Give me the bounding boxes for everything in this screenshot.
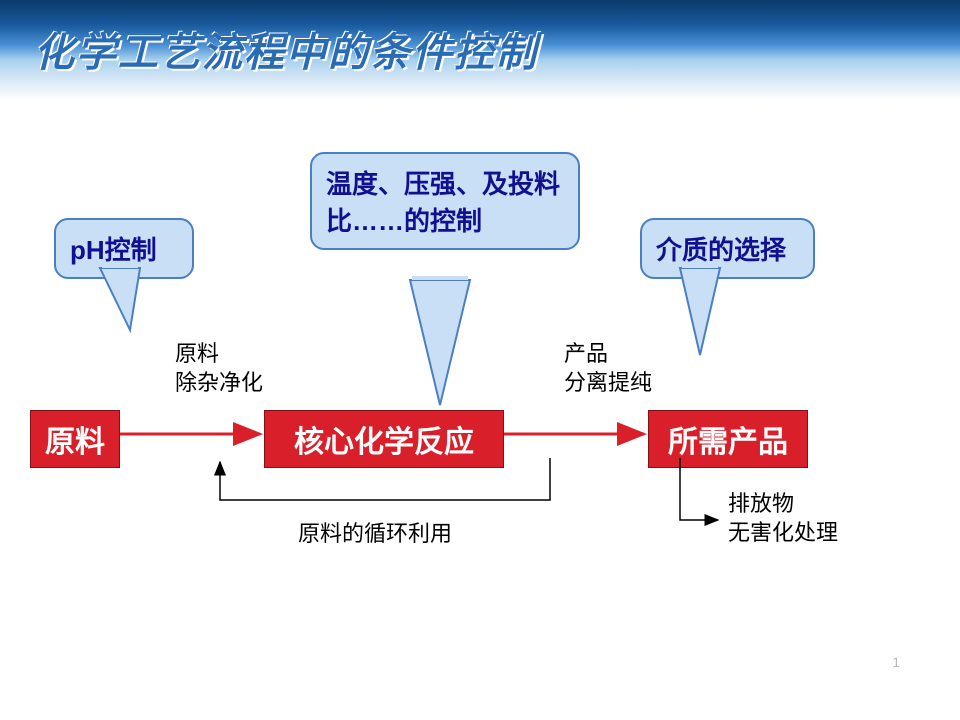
box-product-text: 所需产品: [668, 426, 788, 459]
page-number: 1: [892, 654, 900, 670]
diagram-overlay: [0, 0, 960, 720]
callout-temperature: 温度、压强、及投料比……的控制: [310, 152, 580, 250]
callout-ph: pH控制: [54, 218, 194, 279]
label-discharge: 排放物 无害化处理: [728, 490, 838, 547]
callout-temperature-text: 温度、压强、及投料比……的控制: [326, 169, 560, 236]
box-core-reaction-text: 核心化学反应: [294, 426, 474, 459]
callout-medium: 介质的选择: [640, 218, 815, 279]
page-title: 化学工艺流程中的条件控制: [34, 20, 538, 78]
box-raw-material-text: 原料: [45, 426, 105, 459]
box-core-reaction: 核心化学反应: [264, 410, 504, 468]
label-separate: 产品 分离提纯: [564, 340, 652, 397]
box-raw-material: 原料: [30, 410, 120, 468]
callout-medium-text: 介质的选择: [656, 235, 786, 265]
label-purify: 原料 除杂净化: [175, 340, 263, 397]
label-recycle: 原料的循环利用: [298, 520, 452, 549]
callout-ph-text: pH控制: [70, 235, 157, 265]
callout-medium-tail: [680, 268, 720, 355]
box-product: 所需产品: [648, 410, 808, 468]
callout-temp-tail: [410, 280, 470, 405]
